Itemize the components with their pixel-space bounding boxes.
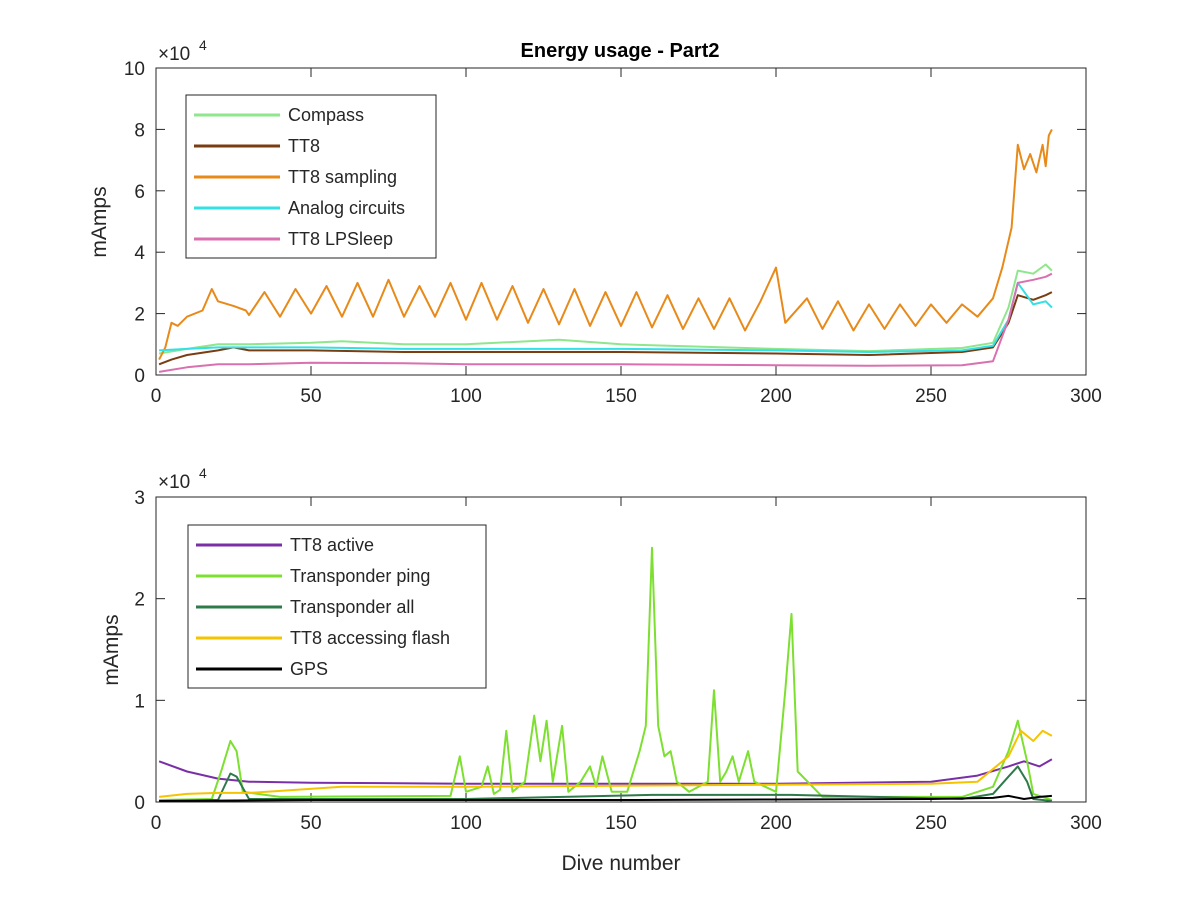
y-exponent-base: ×10 [158,44,190,65]
y-tick-label: 2 [134,590,145,611]
y-exponent-label-top: ×10 4 [158,37,207,65]
chart-energy-part2-bottom: ×10 4 mAmps Dive number 0 50 100 150 200 250 3… [100,465,1102,875]
series-line-tt8 [158,291,1053,366]
x-tick-label: 250 [915,813,947,834]
legend-entry-label: Transponder all [290,597,414,617]
y-exponent-base: ×10 [158,472,190,493]
x-tick-label: 50 [300,386,321,407]
legend-entry-label: TT8 sampling [288,167,397,187]
legend-entry-label: Transponder ping [290,566,430,586]
x-tick-label: 300 [1070,386,1102,407]
y-tick-label: 3 [134,488,145,509]
x-tick-label: 200 [760,813,792,834]
legend-entry-label: TT8 accessing flash [290,628,450,648]
x-tick-label: 300 [1070,813,1102,834]
legend-entry-label: Analog circuits [288,198,405,218]
legend-entry-label: GPS [290,659,328,679]
y-exponent-power: 4 [199,465,207,481]
legend-entry-label: TT8 [288,136,320,156]
x-tick-label: 150 [605,813,637,834]
series-line-tt8-active [158,758,1053,785]
x-tick-label: 0 [151,813,162,834]
y-tick-label: 0 [134,366,145,387]
plot-area-bottom: 0 50 100 150 200 250 300 0 1 2 3 [134,488,1101,834]
y-tick-label: 10 [124,59,145,80]
series-line-gps [159,794,1052,802]
y-tick-label: 4 [134,243,145,264]
series-line-compass [158,263,1053,355]
legend-entry-label: TT8 LPSleep [288,229,393,249]
x-tick-label: 50 [300,813,321,834]
x-axis-label-bottom: Dive number [561,852,680,875]
series-line-tt8-sampling [158,128,1053,361]
legend-entry-label: Compass [288,105,364,125]
y-tick-label: 0 [134,793,145,814]
series-line-tt8-lpsleep [158,272,1053,373]
y-tick-label: 8 [134,120,145,141]
series-line-transponder-ping [159,546,1053,801]
legend-bottom: TT8 active Transponder ping Transponder al… [187,524,487,689]
y-exponent-power: 4 [199,37,207,53]
y-tick-label: 6 [134,182,145,203]
legend-top: Compass TT8 TT8 sampling Analog circuits TT8… [185,94,437,259]
y-exponent-label-bottom: ×10 4 [158,465,207,493]
y-tick-label: 2 [134,305,145,326]
series-line-tt8-accessing-flash [158,729,1053,798]
x-tick-label: 250 [915,386,947,407]
legend-entry-label: TT8 active [290,535,374,555]
series-line-transponder-all [159,765,1053,802]
y-tick-label: 1 [134,691,145,712]
x-tick-label: 150 [605,386,637,407]
chart-energy-part2-top: Energy usage - Part2 ×10 4 mAmps 0 50 100 1… [88,37,1102,407]
series-line-analog-circuits [159,281,1053,353]
x-tick-label: 100 [450,386,482,407]
chart-title: Energy usage - Part2 [521,40,720,62]
x-tick-label: 200 [760,386,792,407]
x-tick-label: 0 [151,386,162,407]
plot-area-top: 0 50 100 150 200 250 300 0 2 4 6 8 10 [124,59,1102,407]
y-axis-label-top: mAmps [88,186,111,257]
y-axis-label-bottom: mAmps [100,614,123,685]
x-tick-label: 100 [450,813,482,834]
